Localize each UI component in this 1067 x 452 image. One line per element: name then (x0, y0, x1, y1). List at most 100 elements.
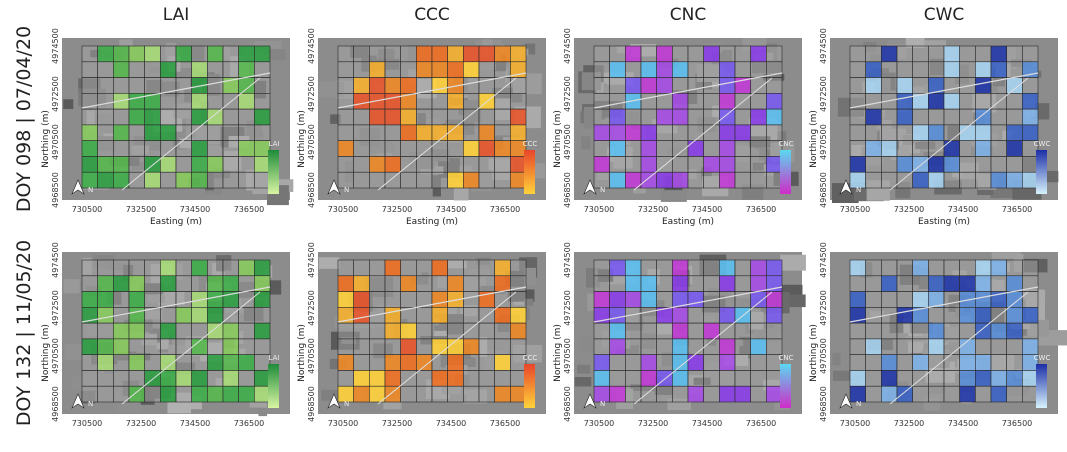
parcel (223, 46, 239, 62)
parcel (82, 78, 98, 94)
field (479, 46, 495, 62)
x-tick-label: 736500 (234, 419, 265, 428)
parcel (704, 307, 720, 323)
parcel (688, 370, 704, 386)
field (975, 78, 991, 94)
parcel (254, 93, 270, 109)
parcel (672, 386, 688, 402)
field (610, 62, 626, 78)
parcel (338, 62, 354, 78)
field (897, 93, 913, 109)
colorbar (268, 150, 279, 194)
parcel (866, 260, 882, 276)
field (1022, 109, 1038, 125)
x-tick-label: 734500 (180, 205, 211, 214)
parcel (625, 370, 641, 386)
figure: LAICCCCNCCWCDOY 098 | 07/04/20LAIN497450… (0, 0, 1067, 452)
parcel (401, 260, 417, 276)
parcel (354, 109, 370, 125)
y-tick-label: 4968500 (307, 172, 316, 208)
parcel (881, 260, 897, 276)
parcel (866, 323, 882, 339)
parcel (176, 292, 192, 308)
parcel (145, 339, 161, 355)
map-panel: CCCN (318, 38, 546, 200)
parcel (129, 260, 145, 276)
field (850, 370, 866, 386)
parcel (176, 323, 192, 339)
field (610, 260, 626, 276)
parcel (991, 109, 1007, 125)
field (479, 125, 495, 141)
parcel (594, 109, 610, 125)
parcel (113, 109, 129, 125)
field (113, 46, 129, 62)
field (223, 276, 239, 292)
parcel (688, 46, 704, 62)
parcel (401, 46, 417, 62)
x-tick-label: 730500 (840, 205, 871, 214)
parcel (688, 62, 704, 78)
field (385, 260, 401, 276)
parcel (223, 141, 239, 157)
parcel (416, 276, 432, 292)
parcel (495, 93, 511, 109)
field (495, 46, 511, 62)
field (1007, 370, 1023, 386)
parcel (928, 46, 944, 62)
parcel (913, 141, 929, 157)
field (385, 355, 401, 371)
terrain (832, 353, 840, 366)
parcel (751, 386, 767, 402)
field (160, 276, 176, 292)
parcel (866, 370, 882, 386)
field (928, 156, 944, 172)
parcel (432, 109, 448, 125)
parcel (897, 323, 913, 339)
parcel (145, 62, 161, 78)
field (129, 109, 145, 125)
parcel (688, 125, 704, 141)
parcel (735, 46, 751, 62)
field (207, 292, 223, 308)
parcel (1007, 339, 1023, 355)
parcel (98, 370, 114, 386)
field (479, 141, 495, 157)
parcel (719, 323, 735, 339)
parcel (239, 109, 255, 125)
colorbar (268, 364, 279, 408)
y-tick-label: 4974500 (819, 28, 828, 64)
field (192, 386, 208, 402)
field (719, 62, 735, 78)
field (145, 125, 161, 141)
parcel (432, 93, 448, 109)
parcel (897, 339, 913, 355)
field (432, 292, 448, 308)
field (239, 78, 255, 94)
field (913, 125, 929, 141)
x-tick-label: 736500 (746, 205, 777, 214)
field (254, 292, 270, 308)
parcel (641, 109, 657, 125)
field (495, 260, 511, 276)
field (129, 276, 145, 292)
parcel (416, 307, 432, 323)
terrain (575, 377, 592, 386)
parcel (416, 260, 432, 276)
parcel (866, 307, 882, 323)
parcel (98, 62, 114, 78)
field (751, 292, 767, 308)
parcel (704, 141, 720, 157)
field (385, 93, 401, 109)
parcel (129, 141, 145, 157)
x-tick-label: 732500 (126, 419, 157, 428)
parcel (881, 78, 897, 94)
parcel (223, 109, 239, 125)
parcel (113, 370, 129, 386)
parcel (98, 141, 114, 157)
field (751, 260, 767, 276)
field (401, 109, 417, 125)
parcel (432, 156, 448, 172)
parcel (641, 46, 657, 62)
parcel (735, 141, 751, 157)
